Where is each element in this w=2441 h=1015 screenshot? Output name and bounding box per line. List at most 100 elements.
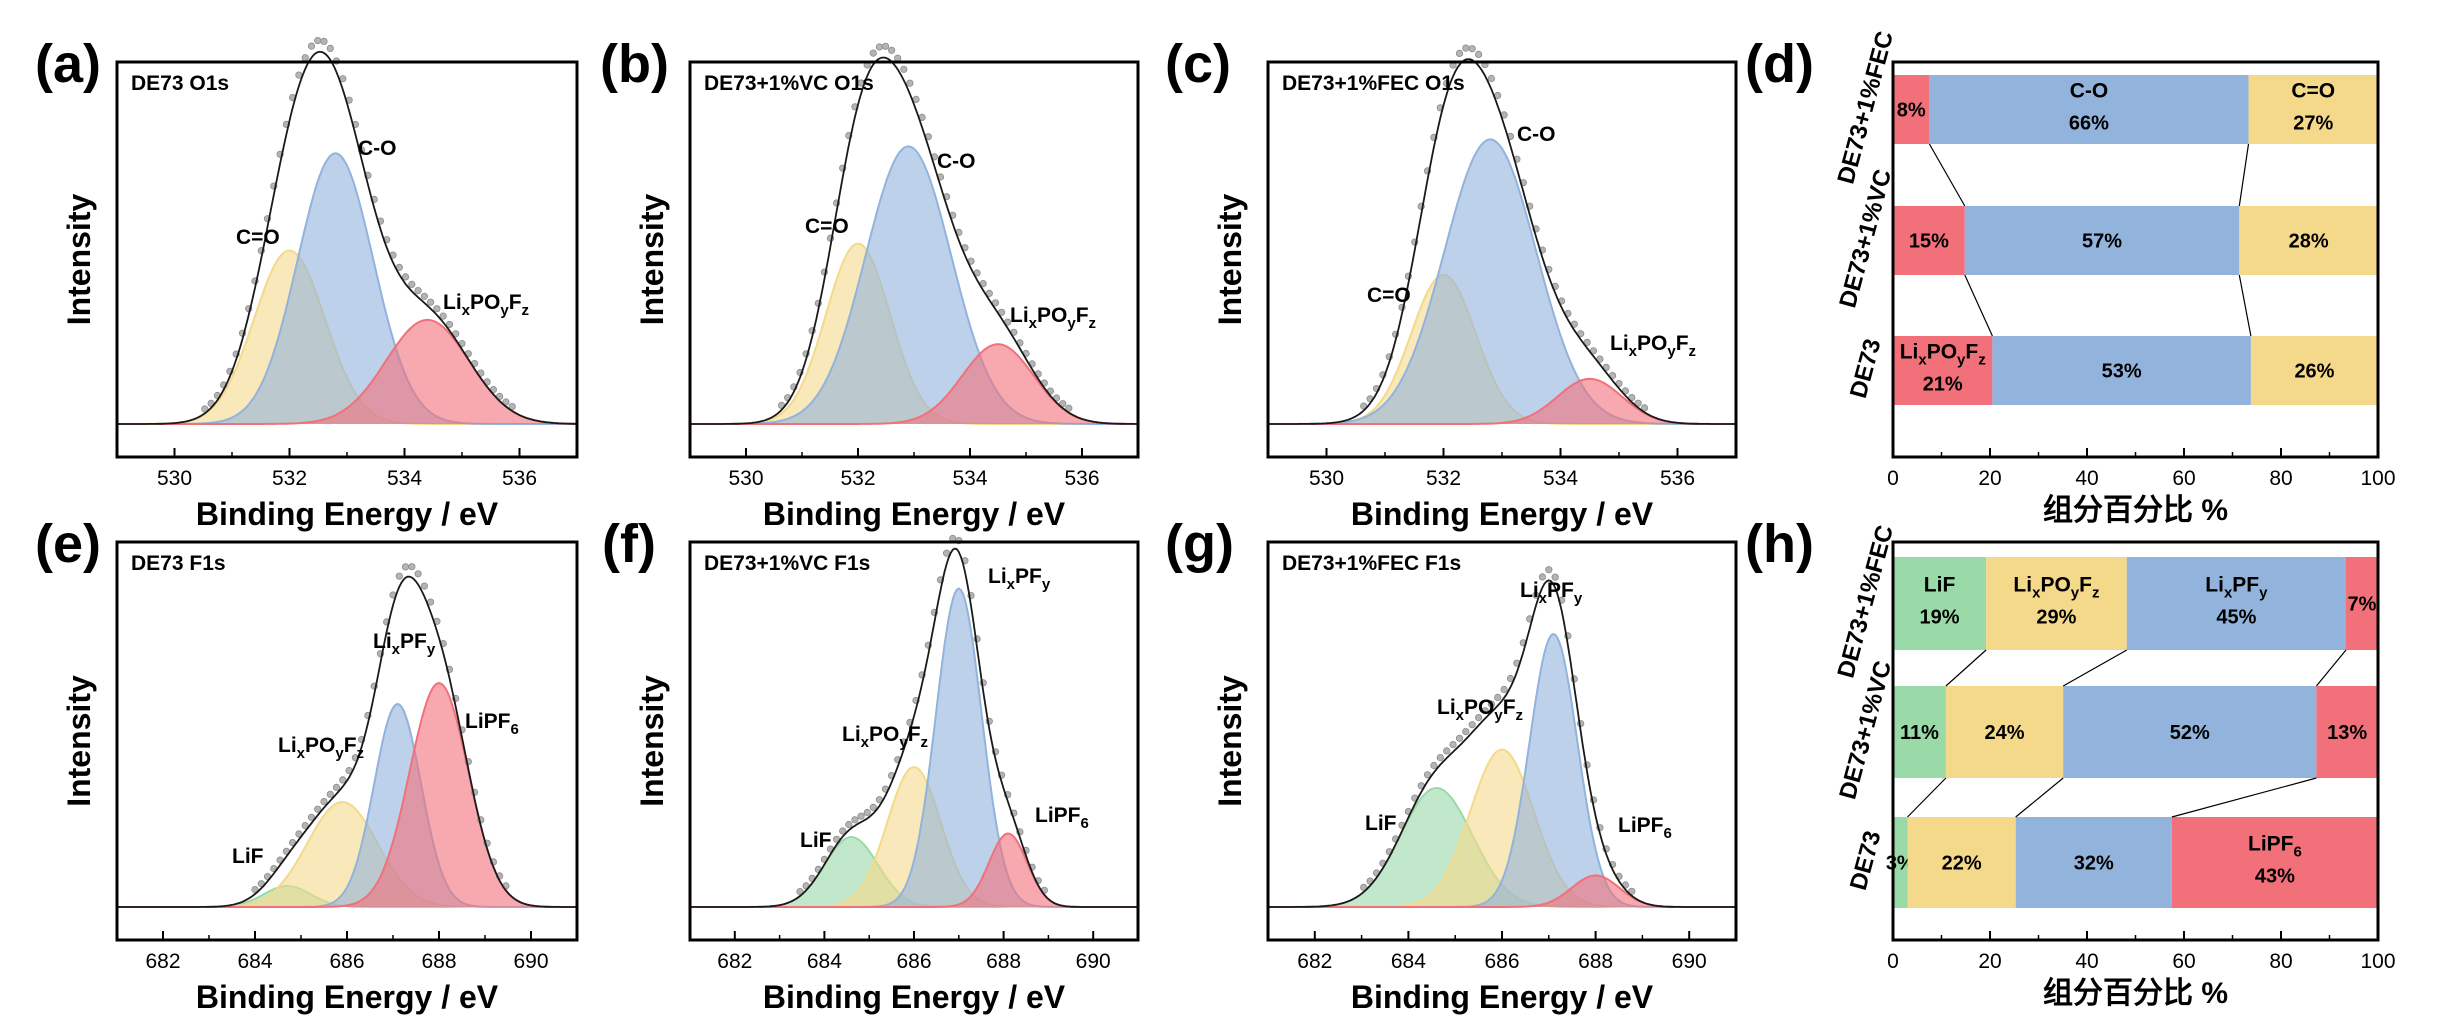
raw-data-point (869, 803, 877, 812)
peak-label-LiPF6: LiPF6 (1618, 814, 1672, 842)
x-tick-label: 530 (1309, 467, 1344, 490)
peak-line-LixPFy (690, 587, 1138, 908)
peak-fill-C-O (690, 146, 1138, 424)
x-tick-label: 534 (952, 467, 987, 490)
raw-data-point (326, 44, 334, 53)
bar-segment-name: LiF (1924, 574, 1956, 597)
bar-value-label: 29% (2036, 607, 2076, 629)
spectrum-panel-b: (b) 530 532 534 536 DE73+1%VC O1s Binding Ener… (600, 34, 1140, 532)
peak-fill-LiPF6 (690, 833, 1138, 907)
spectrum-title: DE73+1%FEC F1s (1282, 552, 1461, 575)
bar-value-label: 53% (2102, 361, 2142, 383)
bar-segment-LixPOyFz (1986, 557, 2127, 650)
raw-data-point (900, 65, 908, 73)
x-tick-label: 684 (237, 950, 272, 973)
raw-data-point (875, 43, 884, 51)
spectrum-title: DE73+1%VC O1s (704, 72, 874, 95)
raw-data-point (1430, 761, 1438, 770)
bar-segment-name: LixPOyFz (2013, 574, 2099, 602)
raw-data-point (887, 46, 896, 54)
raw-data-point (1634, 399, 1642, 407)
peak-label-LixPOyFz: LixPOyFz (443, 291, 529, 319)
raw-data-point (408, 280, 416, 288)
x-tick-label: 686 (1484, 950, 1519, 973)
bar-segment-LixPOyFz (1893, 206, 1965, 275)
panel-letter: (d) (1745, 34, 1814, 94)
peak-fill-LiPF6 (1268, 875, 1736, 907)
fit-envelope (1268, 58, 1736, 425)
bar-value-label: 43% (2255, 866, 2295, 888)
raw-data-point (408, 563, 416, 571)
raw-data-point (1468, 45, 1476, 53)
y-axis-title: Intensity (61, 194, 97, 326)
panel-letter: (f) (602, 514, 656, 574)
raw-data-point (301, 54, 309, 62)
x-axis-title: Binding Energy / eV (196, 496, 499, 532)
raw-data-point (1475, 713, 1483, 722)
raw-data-point (1628, 887, 1636, 895)
bar-segment-LiPF6 (2316, 686, 2378, 778)
raw-data-point (1423, 771, 1432, 779)
panel-letter: (h) (1745, 514, 1814, 574)
raw-data-point (445, 320, 454, 329)
raw-data-point (439, 312, 447, 320)
peak-label-LixPFy: LixPFy (1520, 579, 1583, 607)
raw-data-point (320, 797, 328, 806)
raw-data-point (414, 570, 422, 578)
bar-segment-C=O (2250, 336, 2378, 405)
fit-envelope (117, 575, 577, 908)
y-axis-title: Intensity (634, 194, 670, 326)
bar-segment-LixPOyFz (1945, 686, 2064, 778)
y-axis-title: Intensity (1212, 675, 1248, 807)
bar-segment-LiF (1893, 817, 1908, 908)
raw-data-point (1481, 707, 1489, 715)
bar-segment-LixPOyFz (1907, 817, 2016, 908)
raw-data-point (1065, 404, 1073, 412)
x-tick-label: 534 (1543, 467, 1578, 490)
bar-segment-name: LixPFy (2205, 574, 2268, 602)
raw-data-point (314, 805, 322, 813)
raw-data-point (508, 402, 516, 411)
x-tick-label: 80 (2269, 950, 2292, 973)
peak-label-LiF: LiF (800, 829, 832, 852)
bar-segment-name: C=O (2291, 80, 2335, 103)
spectrum-panel-g: (g) 682 684 686 688 690 DE73+1%FEC F1s Binding … (1165, 514, 1738, 1015)
raw-data-point (851, 816, 859, 824)
peak-label-LixPOyFz: LixPOyFz (278, 734, 364, 762)
peak-label-LixPOyFz: LixPOyFz (1610, 332, 1696, 360)
x-tick-label: 684 (1391, 950, 1426, 973)
peak-fill-LiF (1268, 788, 1736, 907)
bar-value-label: 45% (2216, 607, 2256, 629)
bar-value-label: 11% (1900, 722, 1939, 744)
peak-fill-LixPOyFz (117, 319, 577, 424)
peak-label-LixPOyFz: LixPOyFz (1010, 304, 1096, 332)
fit-envelope (1268, 579, 1736, 908)
bar-segment-name: LixPOyFz (1900, 341, 1986, 369)
bar-segment-LiF (1893, 686, 1946, 778)
raw-data-point (1059, 400, 1067, 408)
category-label: DE73 (1845, 828, 1887, 893)
raw-data-point (1462, 44, 1470, 52)
peak-label-LixPFy: LixPFy (373, 630, 436, 658)
peak-fill-LixPOyFz (1268, 378, 1736, 424)
peak-label-LiPF6: LiPF6 (1035, 804, 1089, 832)
peak-fill-LixPOyFz (1268, 749, 1736, 907)
category-label: DE73 (1845, 336, 1887, 401)
peak-label-LiF: LiF (232, 845, 264, 868)
spectrum-title: DE73 O1s (131, 72, 229, 95)
bar-value-label: 32% (2074, 853, 2114, 875)
x-axis-title: Binding Energy / eV (1351, 496, 1654, 532)
x-tick-label: 100 (2360, 950, 2395, 973)
peak-fill-LiPF6 (117, 683, 577, 907)
panel-letter: (a) (35, 34, 101, 94)
x-axis-title: 组分百分比 % (2043, 976, 2228, 1010)
bar-value-label: 57% (2082, 231, 2122, 253)
raw-data-point (433, 305, 441, 313)
bar-segment-LixPFy (2063, 686, 2317, 778)
y-axis-title: Intensity (634, 675, 670, 807)
bar-connector-line (1907, 777, 1947, 818)
bar-segment-C=O (2248, 75, 2378, 144)
peak-fill-LixPOyFz (690, 767, 1138, 907)
raw-data-point (251, 885, 259, 894)
x-tick-label: 530 (157, 467, 192, 490)
